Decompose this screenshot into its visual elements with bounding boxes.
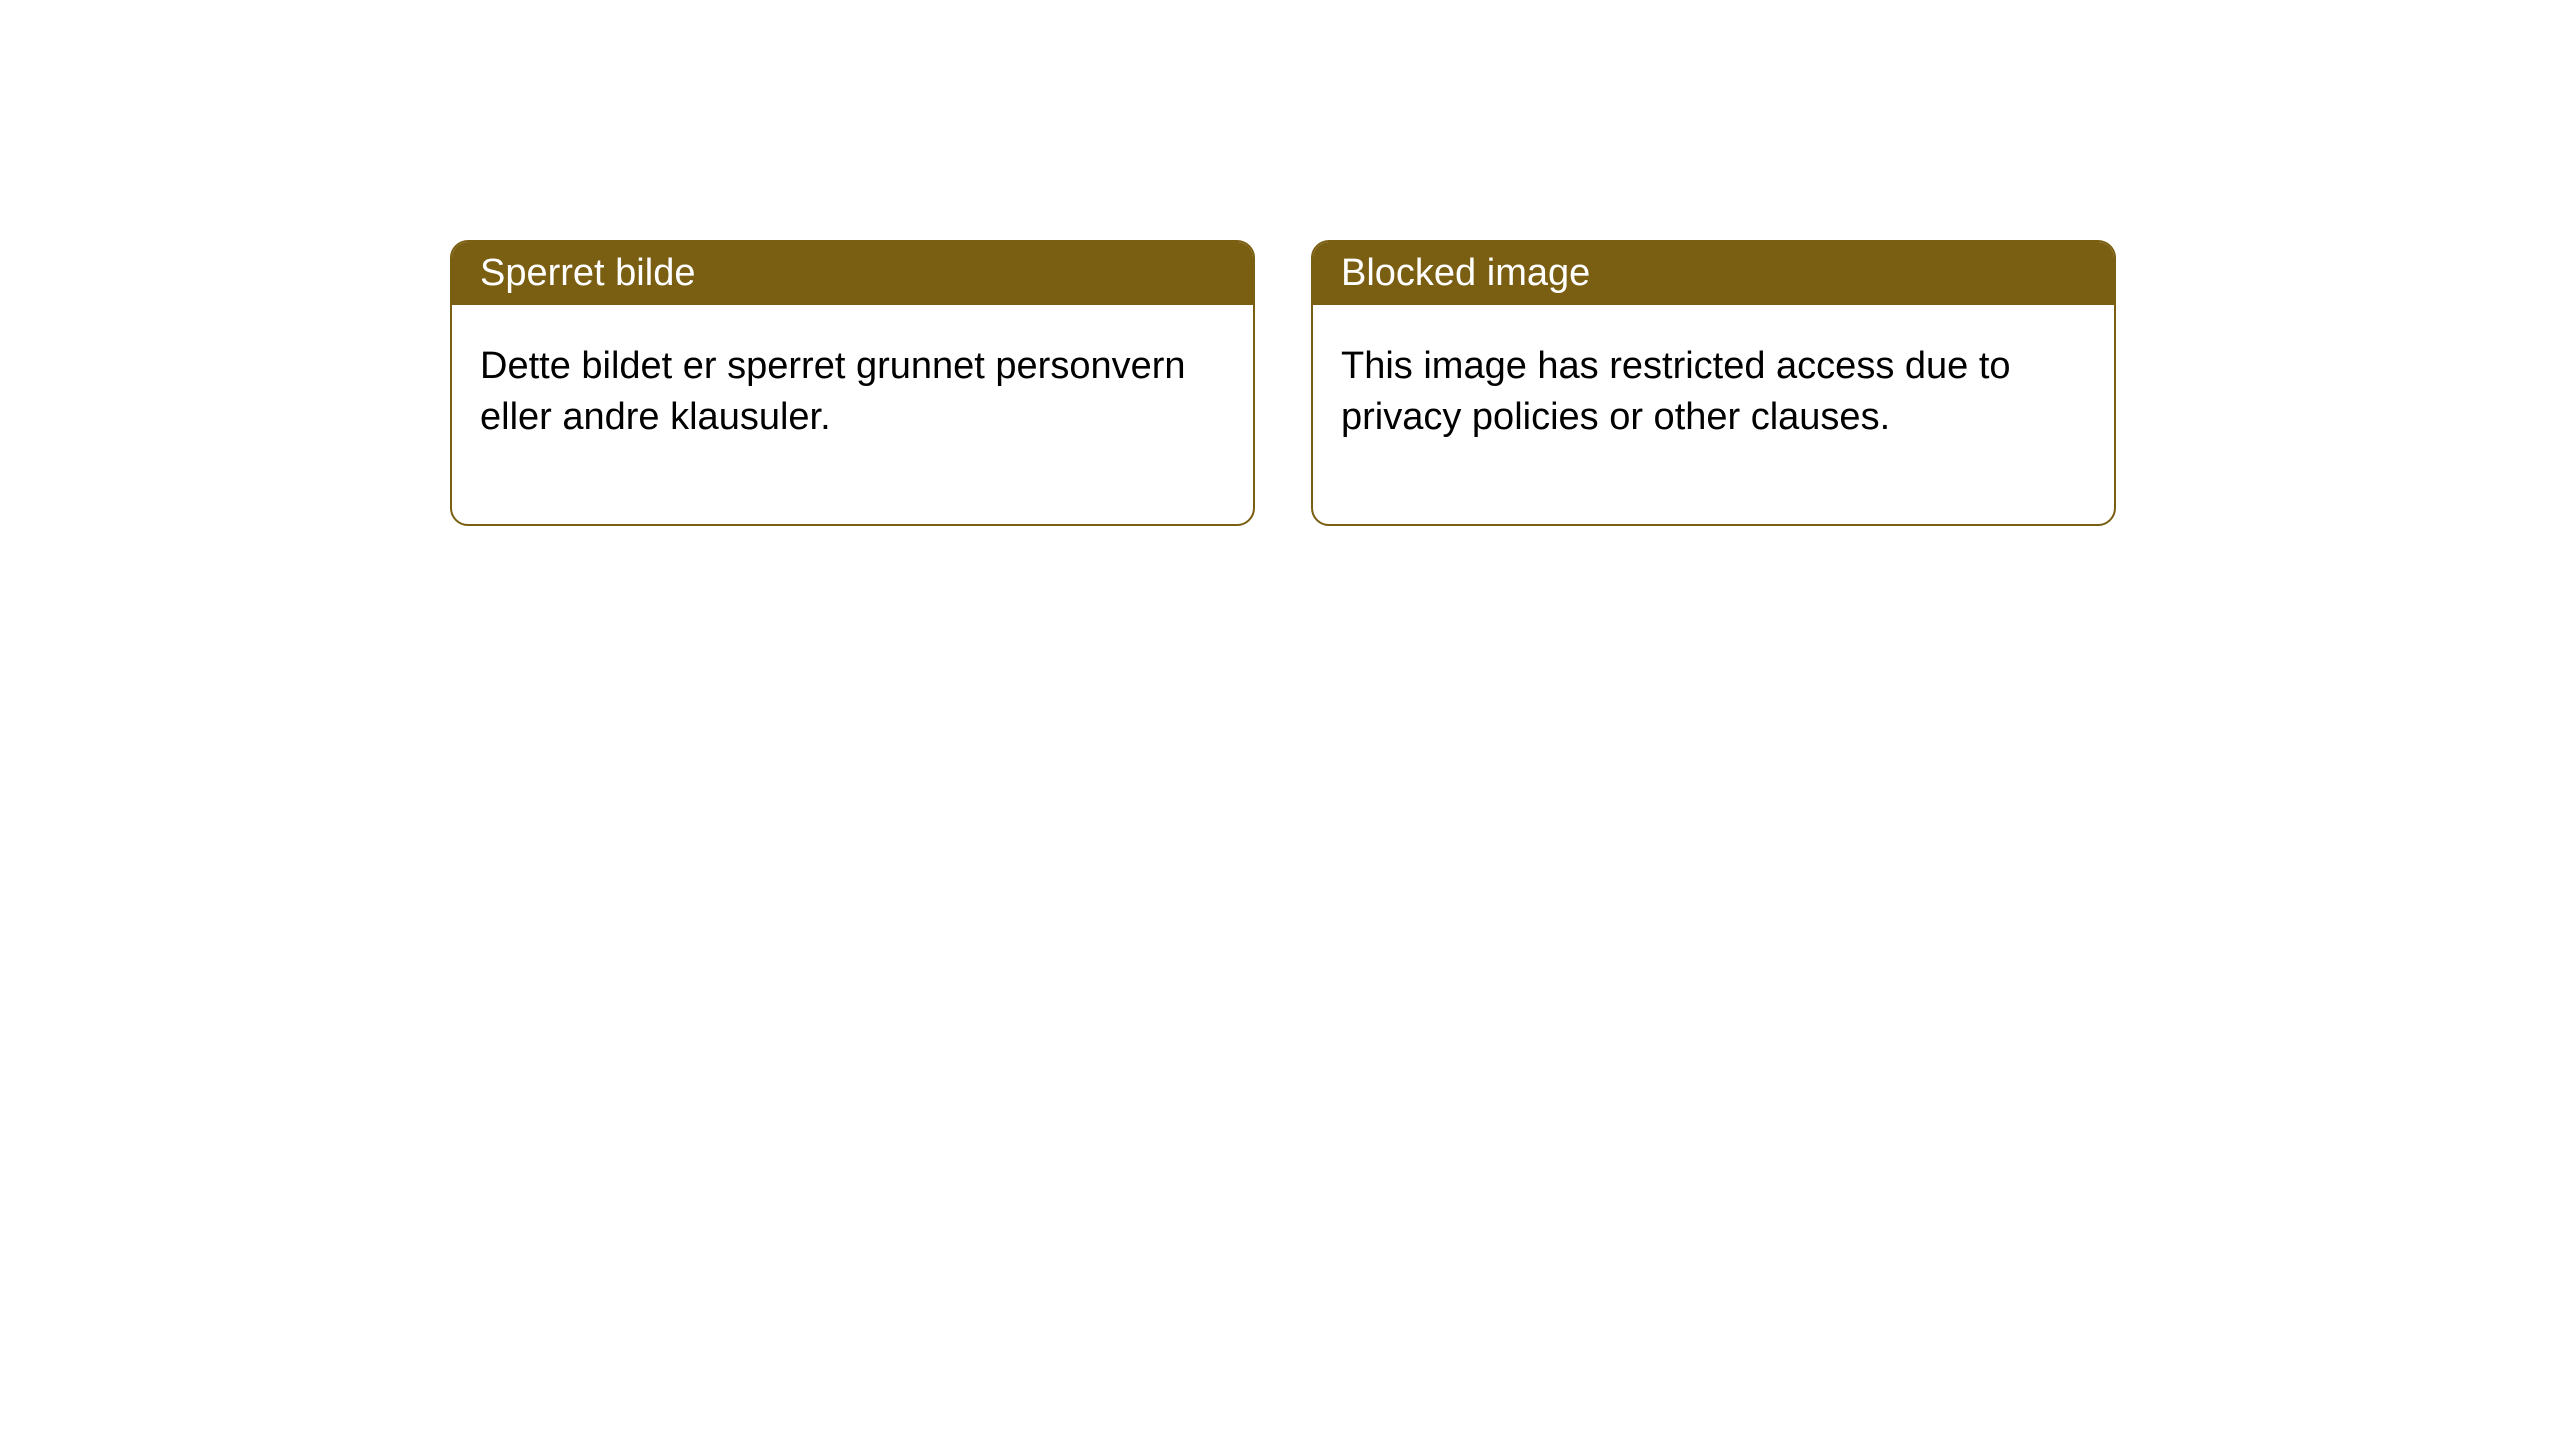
notice-header: Blocked image [1313, 242, 2114, 305]
notice-header: Sperret bilde [452, 242, 1253, 305]
notice-body-text: Dette bildet er sperret grunnet personve… [480, 345, 1186, 438]
notice-title: Blocked image [1341, 252, 1590, 294]
notice-body-text: This image has restricted access due to … [1341, 345, 2011, 438]
notice-card-english: Blocked image This image has restricted … [1311, 240, 2116, 526]
notice-card-norwegian: Sperret bilde Dette bildet er sperret gr… [450, 240, 1255, 526]
notice-title: Sperret bilde [480, 252, 695, 294]
notice-body: Dette bildet er sperret grunnet personve… [452, 305, 1253, 524]
notice-body: This image has restricted access due to … [1313, 305, 2114, 524]
notice-container: Sperret bilde Dette bildet er sperret gr… [0, 0, 2560, 526]
